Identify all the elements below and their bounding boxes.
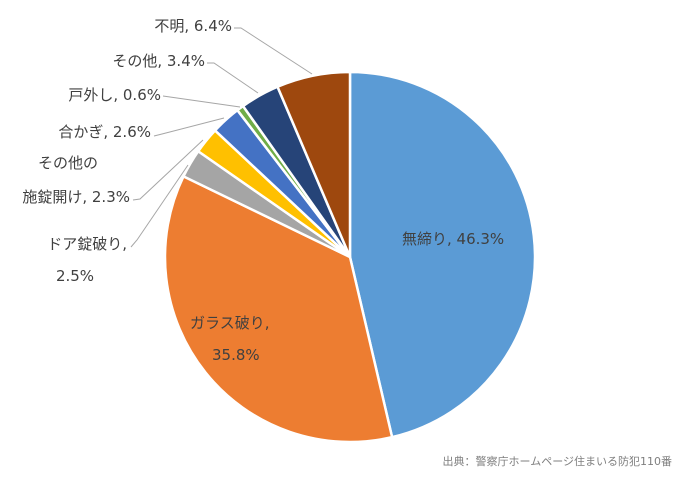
- pie-slice-1: [163, 174, 394, 444]
- data-label-mushimari: 無締り, 46.3%: [402, 230, 504, 248]
- data-label-tohazushi: 戸外し, 0.6%: [68, 86, 161, 104]
- leader-line-3: [162, 95, 241, 108]
- data-label-fumei: 不明, 6.4%: [154, 17, 232, 35]
- leader-line-2: [153, 117, 225, 137]
- data-label-glass-line2: 35.8%: [212, 346, 260, 364]
- leader-lines: [130, 27, 313, 248]
- pie-slice-7: [275, 70, 352, 258]
- data-labels: 無締り, 46.3% ガラス破り, 35.8% ドア錠破り, 2.5% その他の…: [22, 17, 504, 364]
- source-note: 出典：警察庁ホームページ住まいる防犯110番: [443, 454, 672, 468]
- pie-slice-0: [348, 70, 537, 439]
- data-label-glass-line1: ガラス破り,: [190, 314, 269, 332]
- pie-slices: [163, 70, 537, 444]
- leader-line-0: [130, 164, 189, 248]
- data-label-sonota: その他, 3.4%: [112, 52, 205, 70]
- data-label-door-line1: ドア錠破り,: [47, 235, 127, 253]
- data-label-sejo-line1: その他の: [38, 154, 98, 172]
- data-label-door-line2: 2.5%: [56, 267, 94, 285]
- leader-line-5: [234, 27, 313, 75]
- data-label-sejo-line2: 施錠開け, 2.3%: [22, 188, 130, 206]
- leader-line-4: [207, 62, 259, 94]
- leader-line-1: [132, 139, 204, 201]
- data-label-aikagi: 合かぎ, 2.6%: [58, 123, 151, 141]
